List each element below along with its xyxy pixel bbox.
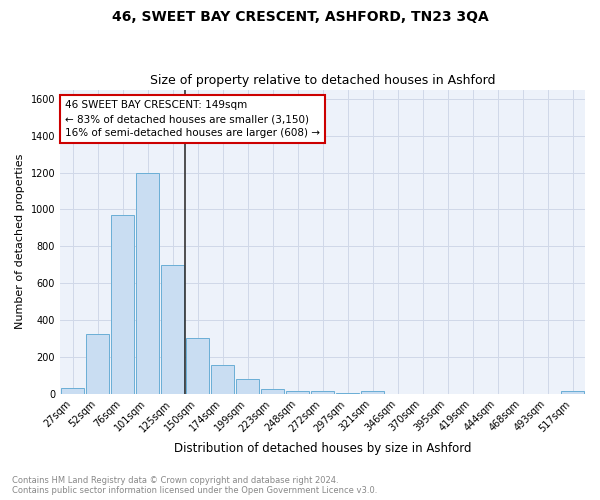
Bar [161,264,184,394]
Bar [361,391,384,394]
Bar [261,389,284,394]
Bar [61,388,84,394]
Text: 46 SWEET BAY CRESCENT: 149sqm
← 83% of detached houses are smaller (3,150)
16% o: 46 SWEET BAY CRESCENT: 149sqm ← 83% of d… [65,100,320,138]
Bar [336,393,359,394]
Bar [286,391,309,394]
Bar [211,365,234,394]
Text: Contains HM Land Registry data © Crown copyright and database right 2024.
Contai: Contains HM Land Registry data © Crown c… [12,476,377,495]
Text: 46, SWEET BAY CRESCENT, ASHFORD, TN23 3QA: 46, SWEET BAY CRESCENT, ASHFORD, TN23 3Q… [112,10,488,24]
Bar [311,391,334,394]
Bar [136,172,159,394]
Bar [111,215,134,394]
Bar [561,391,584,394]
Bar [186,338,209,394]
Bar [86,334,109,394]
Y-axis label: Number of detached properties: Number of detached properties [15,154,25,330]
Bar [236,379,259,394]
X-axis label: Distribution of detached houses by size in Ashford: Distribution of detached houses by size … [174,442,471,455]
Title: Size of property relative to detached houses in Ashford: Size of property relative to detached ho… [150,74,495,87]
